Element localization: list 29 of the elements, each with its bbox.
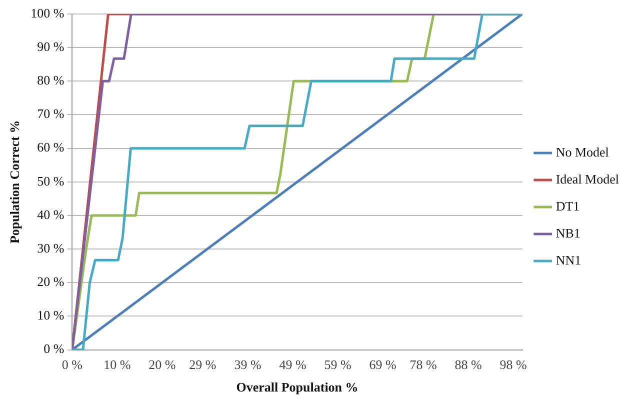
- y-axis-title: Population Correct %: [7, 120, 22, 244]
- x-tick-label: 49 %: [279, 357, 306, 372]
- legend-label: NN1: [556, 252, 582, 268]
- x-tick-label: 29 %: [189, 357, 216, 372]
- legend-label: Ideal Model: [556, 171, 620, 186]
- y-tick-label: 50 %: [37, 173, 64, 188]
- y-tick-label: 60 %: [37, 140, 64, 155]
- x-tick-label: 0 %: [62, 357, 83, 372]
- x-tick-label: 98 %: [500, 357, 528, 372]
- x-tick-label: 20 %: [148, 357, 176, 372]
- x-tick-label: 88 %: [454, 357, 482, 372]
- x-tick-label: 69 %: [369, 357, 396, 372]
- y-tick-label: 90 %: [37, 39, 64, 54]
- x-axis-title: Overall Population %: [236, 380, 358, 395]
- x-tick-label: 78 %: [410, 357, 437, 372]
- x-tick-label: 39 %: [234, 357, 262, 372]
- legend-label: NB1: [556, 225, 580, 240]
- y-tick-label: 80 %: [37, 72, 64, 88]
- x-tick-label: 10 %: [104, 357, 131, 372]
- y-tick-label: 30 %: [37, 240, 64, 256]
- y-tick-label: 0 %: [44, 341, 64, 356]
- legend-label: No Model: [556, 144, 610, 160]
- y-tick-label: 20 %: [37, 274, 64, 290]
- y-tick-label: 100 %: [30, 5, 64, 20]
- y-tick-label: 40 %: [37, 206, 64, 222]
- x-tick-label: 59 %: [324, 357, 352, 372]
- y-tick-label: 10 %: [37, 308, 64, 323]
- y-tick-label: 70 %: [37, 106, 64, 122]
- legend-label: DT1: [556, 198, 580, 214]
